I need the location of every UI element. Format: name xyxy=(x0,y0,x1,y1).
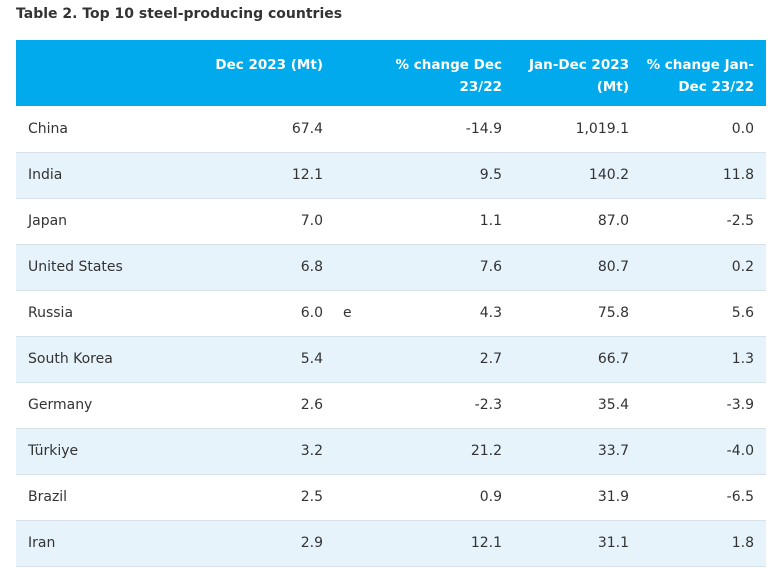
table-row: Brazil 2.5 0.9 31.9 -6.5 xyxy=(16,474,766,521)
table-row: China 67.4 -14.9 1,019.1 0.0 xyxy=(16,106,766,153)
header-pct-change-jan-dec: % change Jan-Dec 23/22 xyxy=(641,40,766,106)
note-cell xyxy=(335,428,379,475)
dec-cell: 2.6 xyxy=(146,382,335,429)
table-row: Germany 2.6 -2.3 35.4 -3.9 xyxy=(16,382,766,429)
estimate-note: e xyxy=(335,290,379,337)
jan-dec-cell: 87.0 xyxy=(514,198,641,245)
country-cell: Iran xyxy=(16,520,146,567)
table-row: Russia 6.0 e 4.3 75.8 5.6 xyxy=(16,290,766,337)
jan-dec-cell: 31.9 xyxy=(514,474,641,521)
dec-cell: 7.0 xyxy=(146,198,335,245)
note-cell xyxy=(335,474,379,521)
table-row: Türkiye 3.2 21.2 33.7 -4.0 xyxy=(16,428,766,475)
jan-dec-cell: 35.4 xyxy=(514,382,641,429)
jan-dec-cell: 31.1 xyxy=(514,520,641,567)
country-cell: Brazil xyxy=(16,474,146,521)
country-cell: Russia xyxy=(16,290,146,337)
table-caption: Table 2. Top 10 steel-producing countrie… xyxy=(16,6,343,22)
note-cell xyxy=(335,106,379,153)
dec-cell: 2.9 xyxy=(146,520,335,567)
header-dec-2023: Dec 2023 (Mt) xyxy=(146,40,335,106)
jan-dec-cell: 33.7 xyxy=(514,428,641,475)
pct-dec-cell: -2.3 xyxy=(379,382,514,429)
pct-jan-cell: -3.9 xyxy=(641,382,766,429)
pct-dec-cell: 7.6 xyxy=(379,244,514,291)
steel-production-table: Dec 2023 (Mt) % change Dec 23/22 Jan-Dec… xyxy=(16,40,766,567)
note-cell xyxy=(335,520,379,567)
note-cell xyxy=(335,152,379,199)
country-cell: South Korea xyxy=(16,336,146,383)
table-row: United States 6.8 7.6 80.7 0.2 xyxy=(16,244,766,291)
pct-dec-cell: 1.1 xyxy=(379,198,514,245)
pct-jan-cell: 1.8 xyxy=(641,520,766,567)
pct-dec-cell: -14.9 xyxy=(379,106,514,153)
country-cell: India xyxy=(16,152,146,199)
country-cell: Türkiye xyxy=(16,428,146,475)
table-row: India 12.1 9.5 140.2 11.8 xyxy=(16,152,766,199)
pct-jan-cell: 11.8 xyxy=(641,152,766,199)
pct-jan-cell: 0.0 xyxy=(641,106,766,153)
note-cell xyxy=(335,198,379,245)
pct-dec-cell: 2.7 xyxy=(379,336,514,383)
country-cell: Japan xyxy=(16,198,146,245)
jan-dec-cell: 140.2 xyxy=(514,152,641,199)
header-country xyxy=(16,40,146,106)
pct-dec-cell: 21.2 xyxy=(379,428,514,475)
pct-jan-cell: 5.6 xyxy=(641,290,766,337)
pct-jan-cell: -2.5 xyxy=(641,198,766,245)
pct-jan-cell: 0.2 xyxy=(641,244,766,291)
country-cell: China xyxy=(16,106,146,153)
pct-jan-cell: 1.3 xyxy=(641,336,766,383)
pct-jan-cell: -6.5 xyxy=(641,474,766,521)
pct-jan-cell: -4.0 xyxy=(641,428,766,475)
table-row: Japan 7.0 1.1 87.0 -2.5 xyxy=(16,198,766,245)
country-cell: Germany xyxy=(16,382,146,429)
pct-dec-cell: 0.9 xyxy=(379,474,514,521)
jan-dec-cell: 1,019.1 xyxy=(514,106,641,153)
jan-dec-cell: 75.8 xyxy=(514,290,641,337)
table-row: Iran 2.9 12.1 31.1 1.8 xyxy=(16,520,766,567)
header-note xyxy=(335,40,379,106)
dec-cell: 6.8 xyxy=(146,244,335,291)
table-row: South Korea 5.4 2.7 66.7 1.3 xyxy=(16,336,766,383)
jan-dec-cell: 80.7 xyxy=(514,244,641,291)
note-cell xyxy=(335,336,379,383)
header-jan-dec-2023: Jan-Dec 2023 (Mt) xyxy=(514,40,641,106)
dec-cell: 2.5 xyxy=(146,474,335,521)
pct-dec-cell: 9.5 xyxy=(379,152,514,199)
country-cell: United States xyxy=(16,244,146,291)
note-cell xyxy=(335,382,379,429)
note-cell xyxy=(335,244,379,291)
header-row: Dec 2023 (Mt) % change Dec 23/22 Jan-Dec… xyxy=(16,40,766,106)
dec-cell: 67.4 xyxy=(146,106,335,153)
header-pct-change-dec: % change Dec 23/22 xyxy=(379,40,514,106)
dec-cell: 12.1 xyxy=(146,152,335,199)
dec-cell: 3.2 xyxy=(146,428,335,475)
dec-cell: 6.0 xyxy=(146,290,335,337)
dec-cell: 5.4 xyxy=(146,336,335,383)
pct-dec-cell: 4.3 xyxy=(379,290,514,337)
pct-dec-cell: 12.1 xyxy=(379,520,514,567)
jan-dec-cell: 66.7 xyxy=(514,336,641,383)
